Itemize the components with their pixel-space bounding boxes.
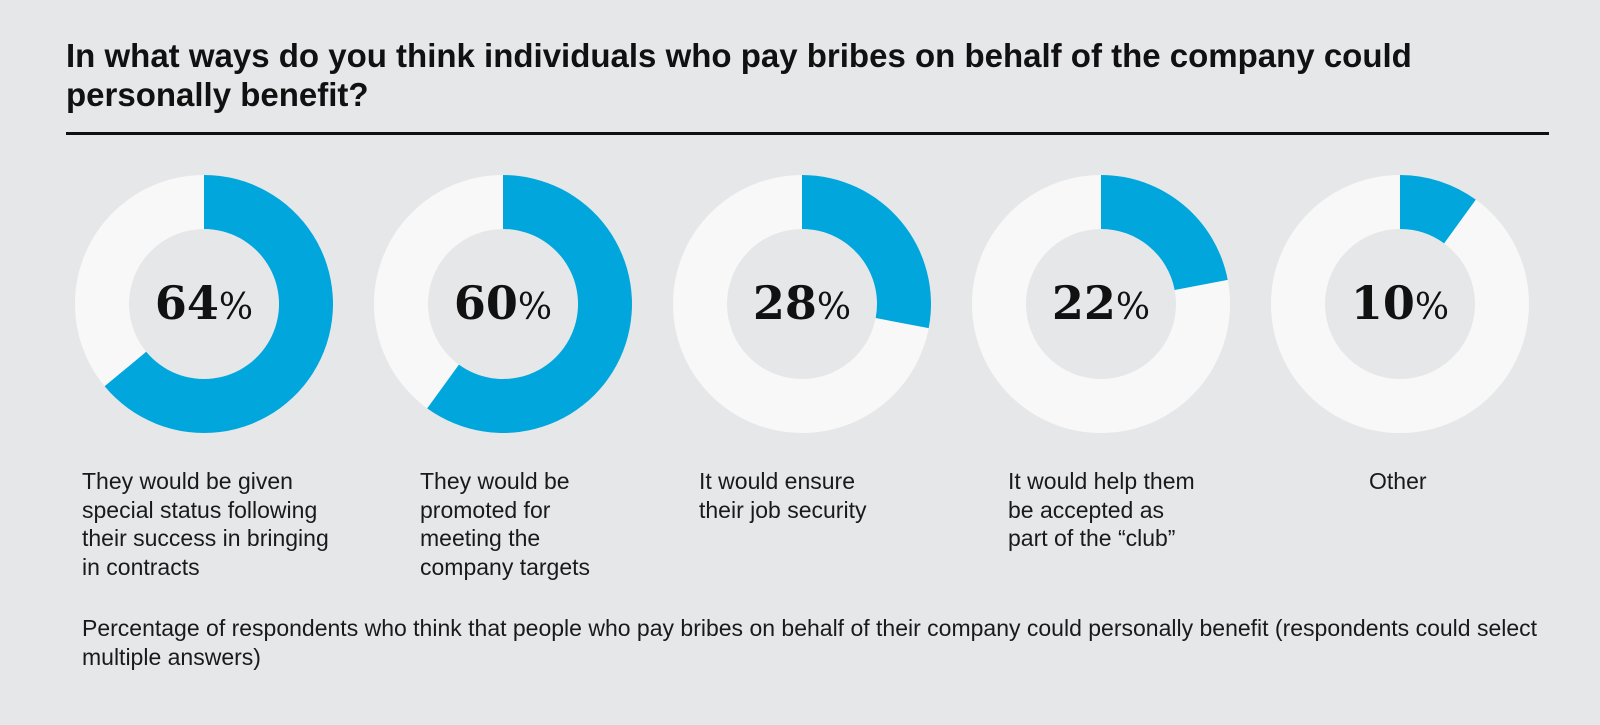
donut-value-label-job-security: 28% <box>753 276 851 330</box>
donut-value-label-club: 22% <box>1052 276 1150 330</box>
category-label-club: It would help them be accepted as part o… <box>1008 468 1195 551</box>
donut-arc-job-security <box>802 175 931 329</box>
donut-value-label-promoted: 60% <box>454 276 552 330</box>
category-label-promoted: They would be promoted for meeting the c… <box>420 468 591 580</box>
title-divider <box>66 132 1549 135</box>
donut-value-label-other: 10% <box>1351 276 1449 330</box>
donut-value-label-special-status: 64% <box>155 276 253 330</box>
category-label-special-status: They would be given special status follo… <box>82 468 329 580</box>
category-label-job-security: It would ensure their job security <box>699 468 867 523</box>
page-title: In what ways do you think individuals wh… <box>66 37 1412 113</box>
footnote: Percentage of respondents who think that… <box>82 615 1538 670</box>
donut-arc-other <box>1400 175 1476 244</box>
donut-arc-club <box>1101 175 1228 290</box>
category-label-other: Other <box>1369 468 1427 494</box>
donut-chart-set: 64% 60% 28% 22% 10% <box>75 175 1529 434</box>
donut-arc-special-status <box>104 175 334 433</box>
donut-arc-promoted <box>427 175 633 434</box>
